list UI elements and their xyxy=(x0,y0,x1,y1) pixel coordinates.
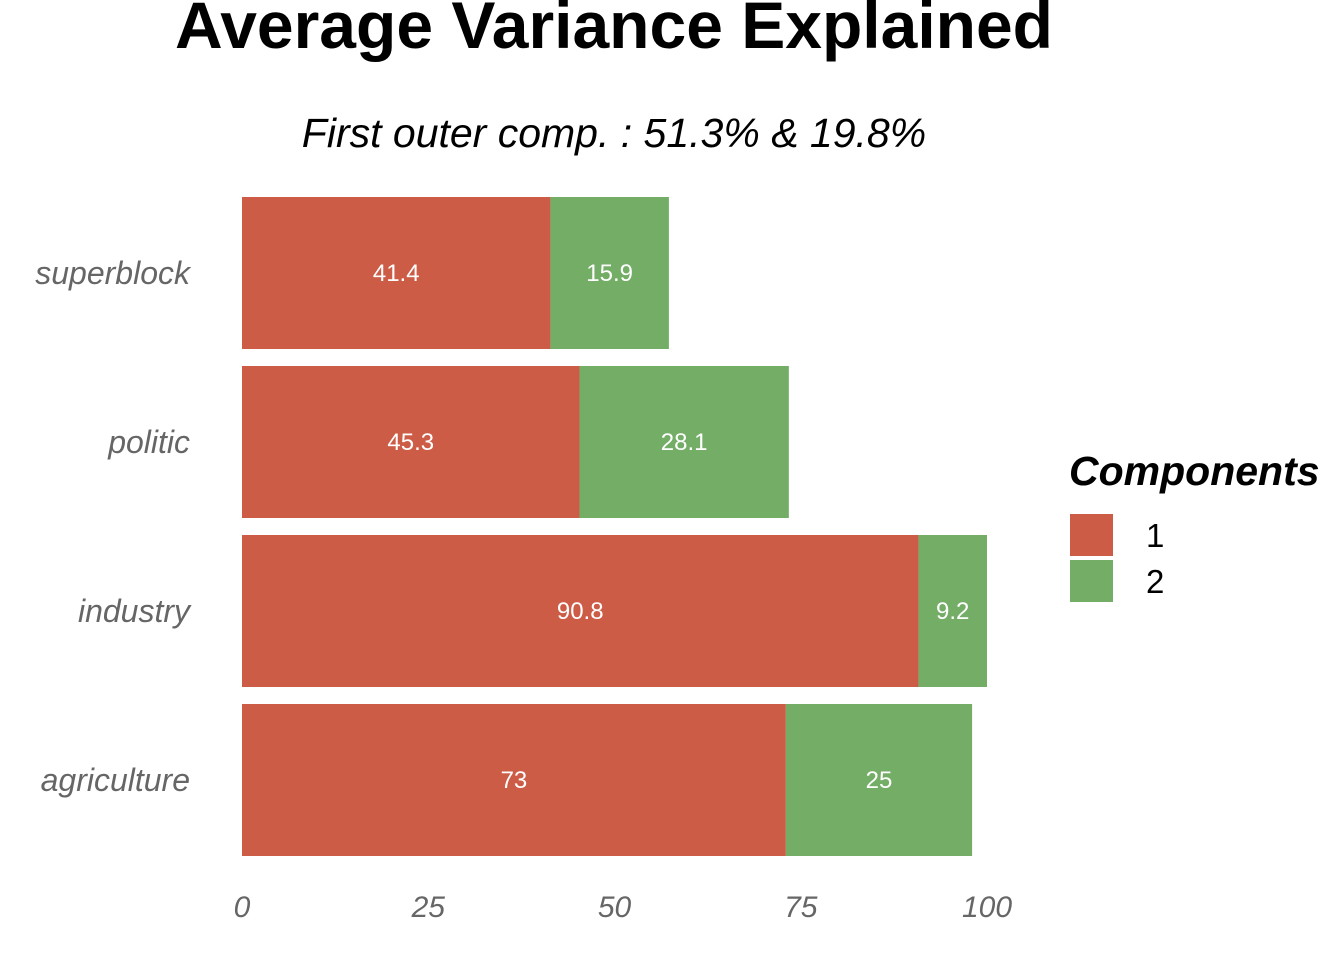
bars-group: 41.4 15.9 45.3 28.1 90.8 9.2 73 25 xyxy=(242,197,987,856)
chart-subtitle: First outer comp. : 51.3% & 19.8% xyxy=(302,110,926,156)
bar-industry-component-2 xyxy=(918,535,987,687)
x-tick-label-100: 100 xyxy=(962,891,1012,924)
legend-label-component-1: 1 xyxy=(1146,517,1164,554)
category-label-agriculture: agriculture xyxy=(41,762,190,798)
x-axis-ticks: 0 25 50 75 100 xyxy=(234,891,1013,924)
bar-value-label-superblock-component-2: 15.9 xyxy=(586,260,633,287)
bar-value-label-industry-component-2: 9.2 xyxy=(936,598,969,625)
legend-label-component-2: 2 xyxy=(1146,563,1164,600)
category-label-politic: politic xyxy=(107,424,190,460)
x-tick-label-0: 0 xyxy=(234,891,251,924)
bar-value-label-superblock-component-1: 41.4 xyxy=(373,260,420,287)
bar-agriculture-component-2 xyxy=(785,704,973,856)
bar-superblock-component-2 xyxy=(550,197,669,349)
bar-industry-component-1 xyxy=(242,535,919,687)
legend: Components 1 2 xyxy=(1069,448,1320,602)
bar-value-label-agriculture-component-2: 25 xyxy=(866,767,893,794)
bar-value-label-politic-component-2: 28.1 xyxy=(661,429,708,456)
category-label-superblock: superblock xyxy=(35,255,192,291)
bar-superblock-component-1 xyxy=(242,197,551,349)
category-labels: superblock politic industry agriculture xyxy=(35,255,192,798)
bar-value-label-industry-component-1: 90.8 xyxy=(557,598,604,625)
bar-value-label-agriculture-component-1: 73 xyxy=(501,767,528,794)
legend-key-component-2 xyxy=(1070,560,1113,602)
chart-title: Average Variance Explained xyxy=(175,0,1053,62)
bar-value-label-politic-component-1: 45.3 xyxy=(387,429,434,456)
bar-agriculture-component-1 xyxy=(242,704,786,856)
bar-politic-component-2 xyxy=(579,366,789,518)
x-tick-label-50: 50 xyxy=(598,891,632,924)
bar-politic-component-1 xyxy=(242,366,580,518)
x-tick-label-75: 75 xyxy=(784,891,818,924)
legend-key-component-1 xyxy=(1070,514,1113,556)
x-tick-label-25: 25 xyxy=(411,891,446,924)
legend-title: Components xyxy=(1069,448,1320,494)
category-label-industry: industry xyxy=(78,593,192,629)
